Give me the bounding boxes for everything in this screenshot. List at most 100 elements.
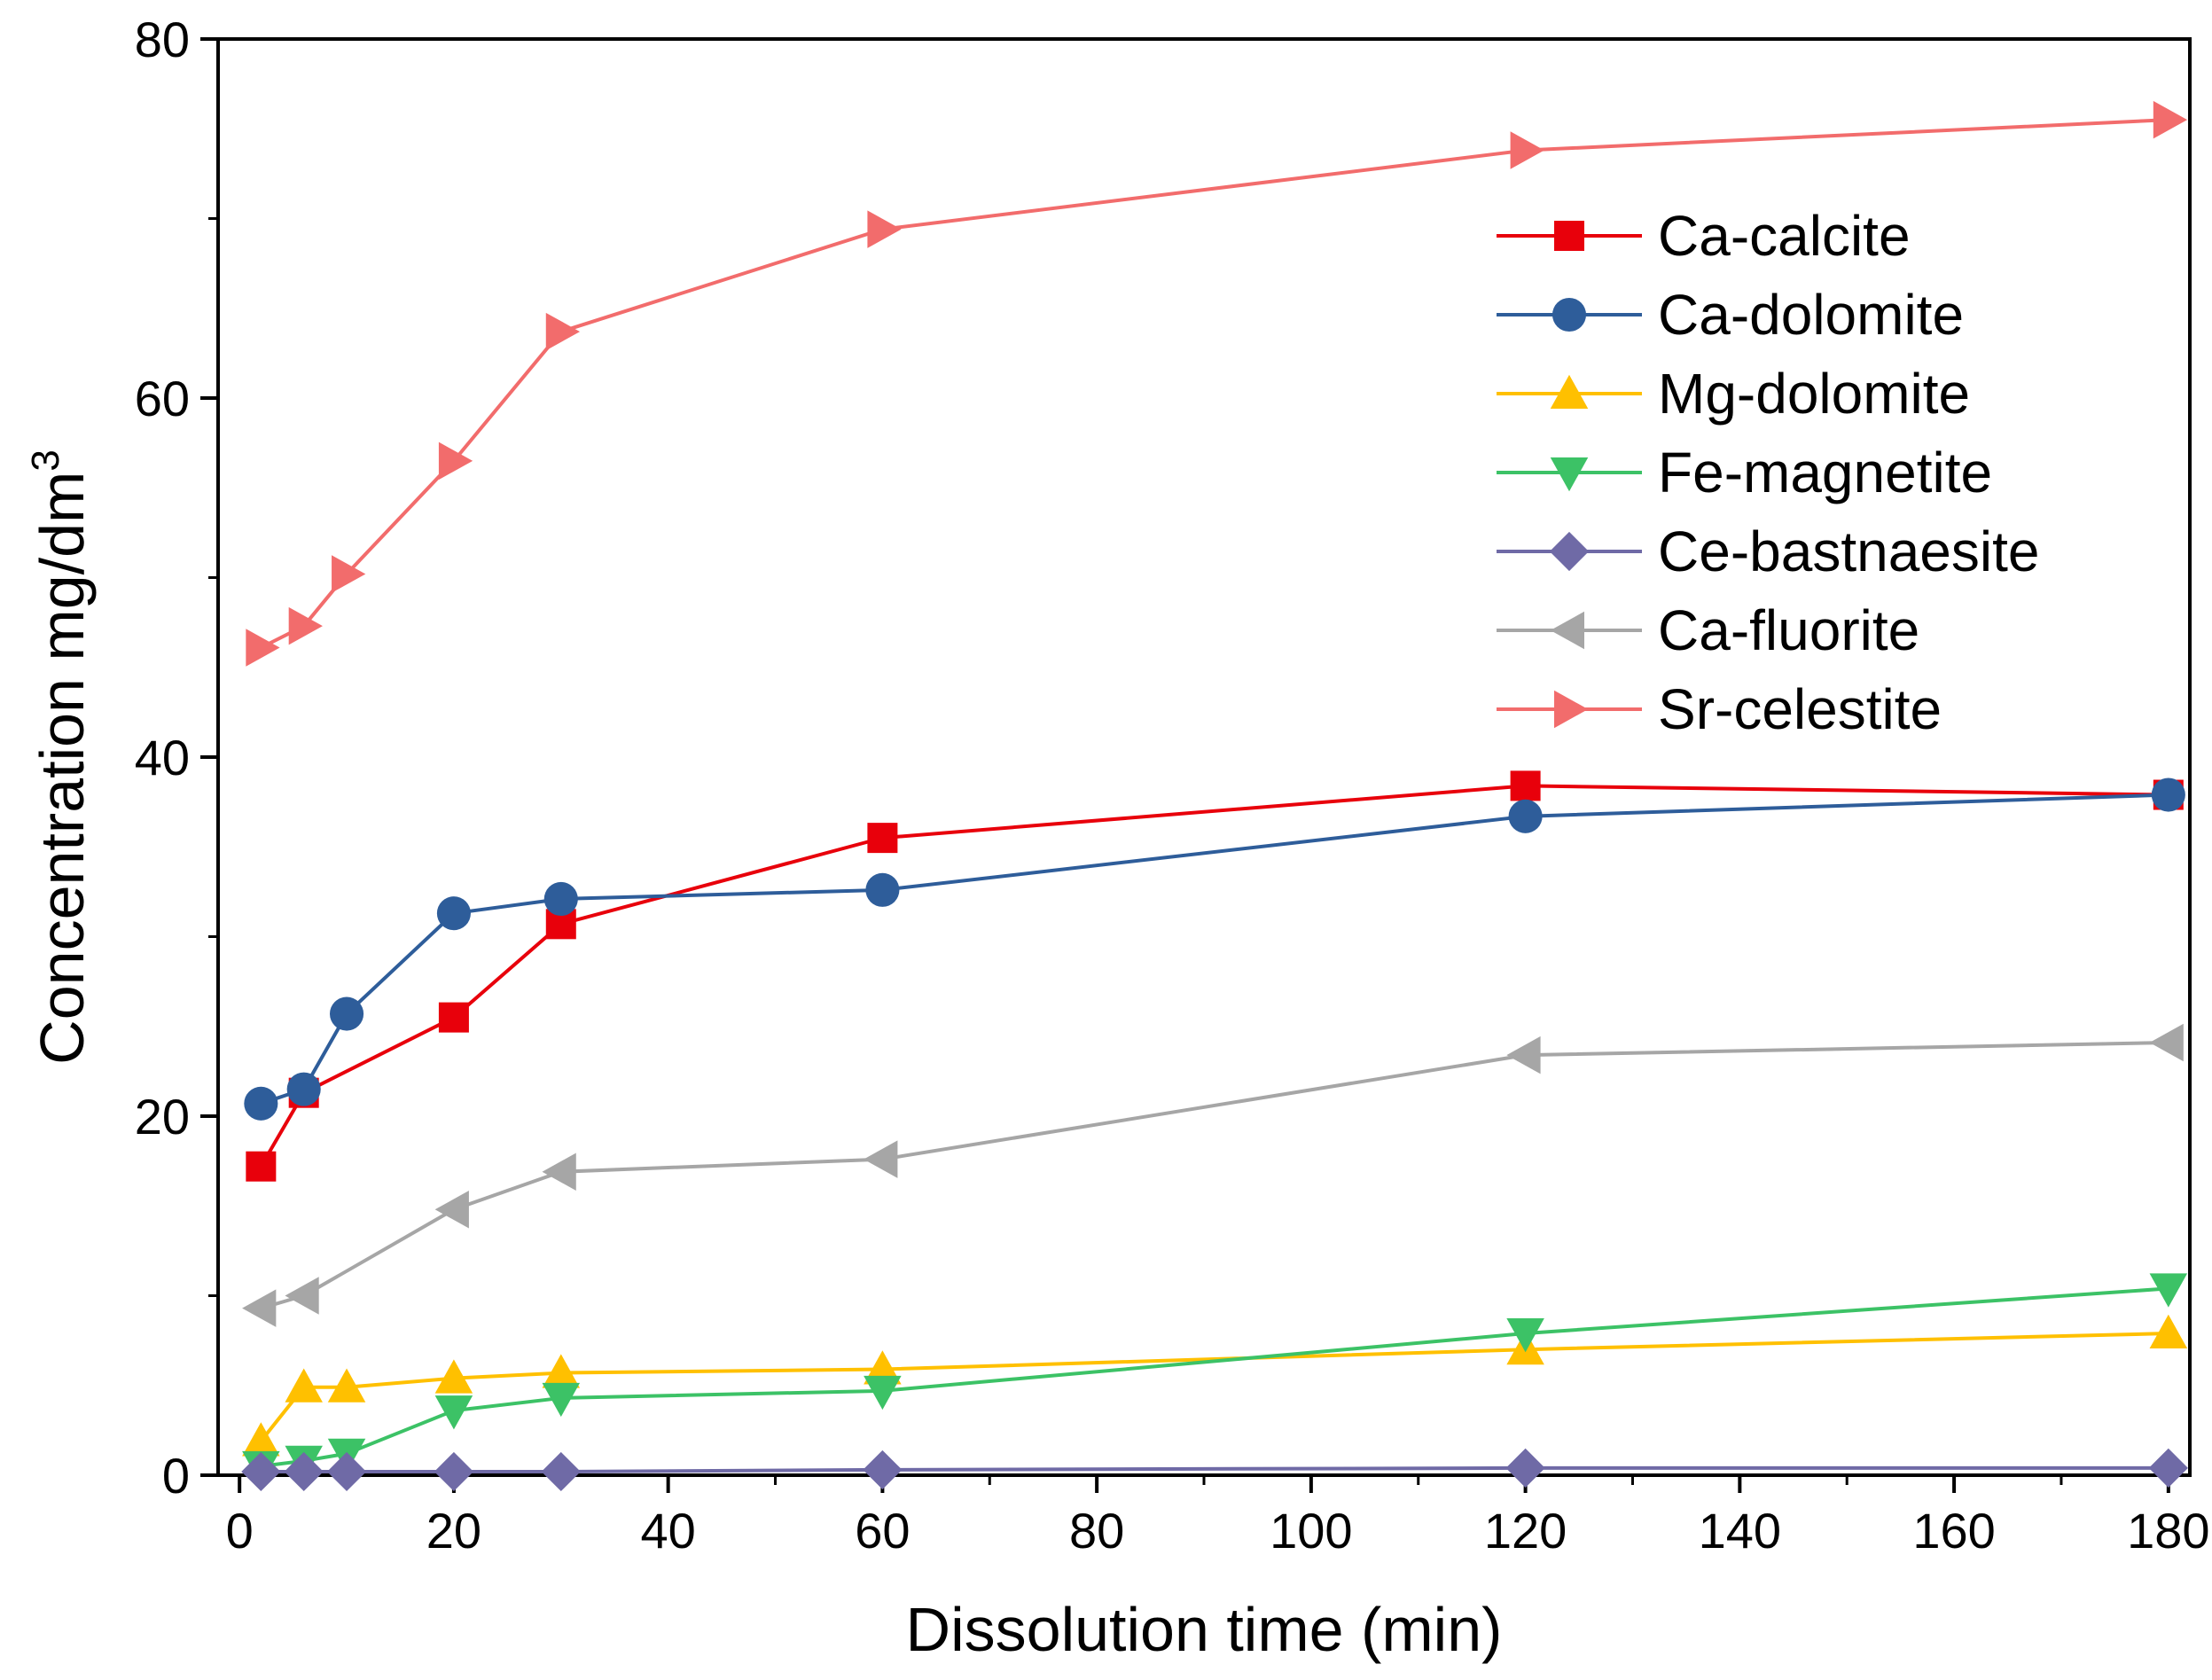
series-fe-magnetite — [242, 1273, 2188, 1486]
data-point-ca-fluorite-120 — [1506, 1035, 1541, 1074]
legend-marker-fe-magnetite — [1550, 457, 1589, 492]
series-sr-celestite — [246, 100, 2188, 667]
legend-marker-mg-dolomite — [1550, 374, 1589, 409]
data-point-fe-magnetite-120 — [1506, 1318, 1544, 1353]
legend-marker-ca-calcite — [1554, 221, 1584, 251]
data-point-sr-celestite-6 — [288, 606, 323, 645]
data-point-sr-celestite-30 — [545, 312, 581, 351]
data-point-ca-fluorite-180 — [2149, 1023, 2184, 1062]
x-tick-label-0: 0 — [226, 1503, 254, 1559]
legend-item-ce-bastnaesite: Ce-bastnaesite — [1497, 520, 2039, 583]
data-point-ca-dolomite-10 — [330, 996, 364, 1031]
x-tick-label-140: 140 — [1699, 1503, 1781, 1559]
data-point-ca-fluorite-60 — [864, 1140, 898, 1178]
data-point-mg-dolomite-30 — [542, 1354, 581, 1388]
data-point-sr-celestite-2 — [246, 629, 280, 667]
data-point-mg-dolomite-6 — [285, 1368, 323, 1403]
legend-item-ca-calcite: Ca-calcite — [1497, 204, 1911, 268]
y-tick-label-60: 60 — [135, 371, 190, 426]
legend-label-ca-dolomite: Ca-dolomite — [1658, 283, 1964, 347]
legend-item-mg-dolomite: Mg-dolomite — [1497, 362, 1970, 426]
data-point-ce-bastnaesite-120 — [1505, 1448, 1545, 1488]
x-axis-title: Dissolution time (min) — [906, 1595, 1503, 1664]
data-point-ca-dolomite-120 — [1508, 799, 1543, 833]
data-point-ce-bastnaesite-6 — [284, 1451, 324, 1492]
series-ca-fluorite — [242, 1023, 2184, 1327]
data-point-ca-dolomite-180 — [2151, 777, 2185, 812]
x-tick-label-160: 160 — [1912, 1503, 1995, 1559]
y-tick-label-0: 0 — [162, 1448, 190, 1504]
y-axis-title: Concentration mg/dm3 — [24, 449, 97, 1065]
legend-label-fe-magnetite: Fe-magnetite — [1658, 441, 1992, 504]
legend-label-sr-celestite: Sr-celestite — [1658, 677, 1942, 741]
data-point-mg-dolomite-180 — [2149, 1314, 2188, 1349]
data-point-ca-dolomite-6 — [286, 1072, 321, 1106]
legend-label-ca-fluorite: Ca-fluorite — [1658, 598, 1919, 662]
legend-marker-ca-dolomite — [1552, 297, 1587, 332]
x-axis: 0 20 40 60 80 100 120 140 160 180 — [226, 1475, 2210, 1559]
x-tick-label-120: 120 — [1484, 1503, 1567, 1559]
y-tick-label-40: 40 — [135, 730, 190, 785]
data-point-ca-calcite-20 — [438, 1002, 469, 1033]
data-point-ca-dolomite-2 — [244, 1086, 278, 1121]
data-point-ca-fluorite-6 — [285, 1277, 319, 1315]
legend-item-ca-fluorite: Ca-fluorite — [1497, 598, 1919, 662]
series-mg-dolomite — [242, 1314, 2188, 1457]
x-tick-label-60: 60 — [855, 1503, 910, 1559]
data-point-fe-magnetite-180 — [2149, 1273, 2188, 1308]
legend-marker-ce-bastnaesite — [1549, 531, 1590, 572]
data-point-fe-magnetite-60 — [864, 1375, 902, 1410]
data-point-sr-celestite-120 — [1510, 131, 1544, 169]
x-tick-label-40: 40 — [641, 1503, 696, 1559]
legend-marker-ca-fluorite — [1550, 611, 1584, 650]
data-point-ca-dolomite-20 — [436, 896, 471, 931]
data-point-ce-bastnaesite-2 — [241, 1451, 281, 1492]
data-point-sr-celestite-20 — [438, 441, 473, 481]
y-axis-title-text: Concentration mg/dm — [27, 472, 97, 1065]
data-point-mg-dolomite-10 — [327, 1368, 366, 1403]
data-point-ce-bastnaesite-30 — [541, 1451, 581, 1492]
x-tick-label-80: 80 — [1069, 1503, 1124, 1559]
y-axis: 0 20 40 60 80 — [135, 12, 218, 1504]
data-point-sr-celestite-60 — [867, 210, 902, 248]
data-point-ca-calcite-120 — [1510, 770, 1541, 801]
series-line-ca-calcite — [259, 784, 2169, 1168]
x-tick-label-100: 100 — [1270, 1503, 1352, 1559]
data-point-ca-fluorite-30 — [542, 1153, 576, 1192]
data-point-ca-dolomite-60 — [865, 872, 900, 907]
series-layer — [241, 100, 2188, 1492]
series-ca-calcite — [246, 770, 2184, 1182]
y-axis-title-superscript: 3 — [24, 449, 67, 471]
data-point-fe-magnetite-20 — [434, 1395, 473, 1430]
data-point-sr-celestite-10 — [332, 555, 366, 593]
series-line-sr-celestite — [260, 118, 2169, 650]
data-point-mg-dolomite-2 — [242, 1422, 280, 1457]
data-point-sr-celestite-180 — [2153, 100, 2188, 139]
data-point-ca-fluorite-2 — [242, 1289, 277, 1327]
data-point-ce-bastnaesite-60 — [863, 1449, 903, 1490]
legend-label-ca-calcite: Ca-calcite — [1658, 204, 1911, 268]
legend-label-ce-bastnaesite: Ce-bastnaesite — [1658, 520, 2039, 583]
legend: Ca-calcite Ca-dolomite Mg-dolomite Fe-magne… — [1497, 204, 2039, 741]
series-line-ca-dolomite — [260, 793, 2169, 1106]
data-point-ca-fluorite-20 — [434, 1191, 469, 1229]
data-point-ca-calcite-2 — [246, 1151, 277, 1182]
data-point-mg-dolomite-20 — [434, 1359, 473, 1394]
y-tick-label-80: 80 — [135, 12, 190, 67]
legend-item-sr-celestite: Sr-celestite — [1497, 677, 1942, 741]
data-point-ca-dolomite-30 — [543, 881, 578, 917]
data-point-ce-bastnaesite-180 — [2148, 1448, 2188, 1488]
series-ce-bastnaesite — [241, 1448, 2188, 1492]
y-tick-label-20: 20 — [135, 1089, 190, 1145]
x-tick-label-20: 20 — [426, 1503, 481, 1559]
data-point-fe-magnetite-30 — [542, 1382, 581, 1418]
series-ca-dolomite — [244, 777, 2185, 1121]
legend-item-ca-dolomite: Ca-dolomite — [1497, 283, 1964, 347]
data-point-ce-bastnaesite-10 — [326, 1451, 367, 1492]
x-tick-label-180: 180 — [2127, 1503, 2209, 1559]
legend-marker-sr-celestite — [1554, 690, 1589, 729]
series-line-fe-magnetite — [261, 1286, 2169, 1468]
series-line-ca-fluorite — [260, 1040, 2169, 1310]
data-point-ce-bastnaesite-20 — [434, 1451, 474, 1492]
